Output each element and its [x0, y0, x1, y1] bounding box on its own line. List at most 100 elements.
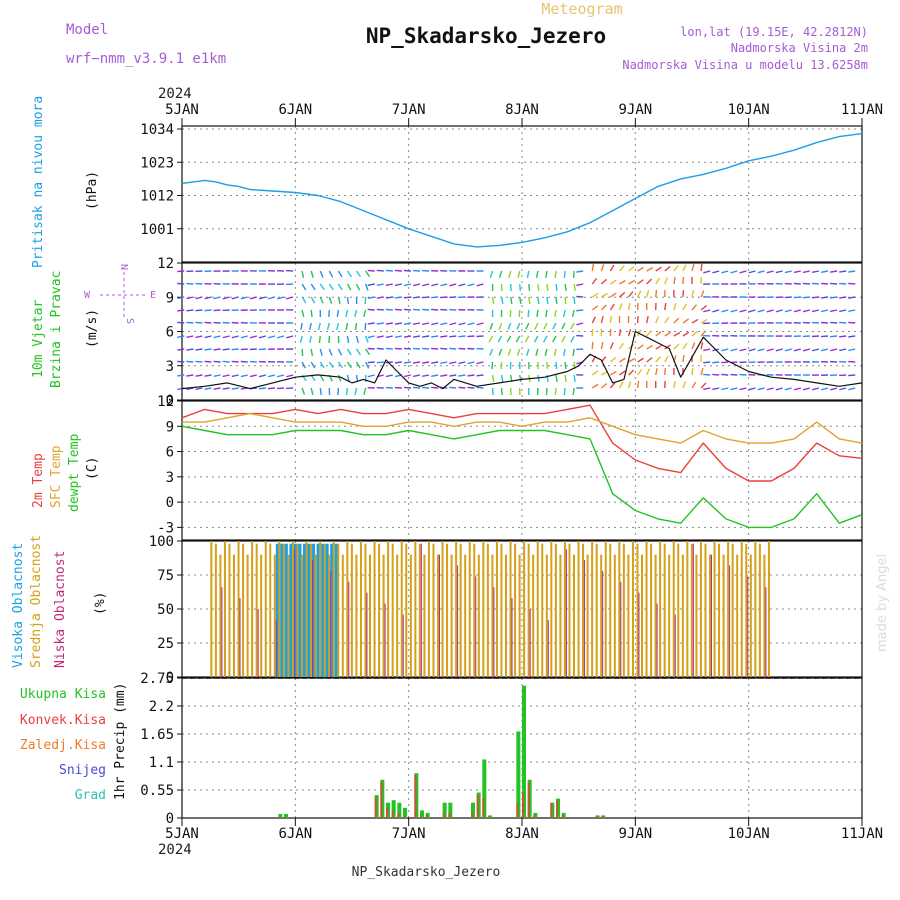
wind-barb	[673, 380, 676, 389]
wind-barb	[700, 263, 703, 272]
high-cloud-bar	[293, 543, 297, 677]
wind-barb	[515, 335, 521, 343]
wind-barb	[213, 296, 221, 300]
wind-barb	[308, 322, 312, 330]
wind-barb	[240, 348, 248, 351]
wind-barb	[500, 296, 504, 305]
wind-barb	[802, 270, 811, 274]
high-cloud-bar	[275, 543, 279, 677]
wind-barb	[231, 360, 239, 363]
legend-convective: Konvek.Kisa	[20, 713, 106, 728]
wind-barb	[195, 387, 203, 391]
wind-barb	[591, 278, 598, 285]
wind-barb	[509, 296, 513, 305]
wind-barb	[440, 335, 448, 338]
wind-barb	[317, 322, 321, 330]
wind-barb	[267, 374, 276, 378]
wind-barb	[422, 386, 430, 389]
wind-barb	[811, 348, 820, 352]
wind-barb	[700, 368, 704, 376]
wind-barb	[563, 270, 566, 279]
wind-barb	[394, 335, 402, 339]
wind-barb	[712, 309, 720, 313]
wind-barb	[757, 270, 765, 274]
wind-barb	[355, 270, 362, 278]
wind-barb	[703, 270, 711, 274]
wind-barb	[318, 335, 321, 344]
wind-barb	[545, 309, 548, 318]
temp-ylabel-2: SFC Temp	[49, 445, 64, 508]
wind-barb	[793, 387, 801, 391]
wind-barb	[267, 335, 276, 339]
wind-barb	[619, 279, 626, 285]
mid-cloud-bar	[663, 543, 666, 677]
wind-barb	[775, 387, 783, 391]
wind-barb	[497, 335, 503, 343]
wind-barb	[591, 292, 599, 298]
convective-precip-bar	[516, 802, 519, 818]
wind-barb	[364, 335, 369, 343]
wind-barb	[535, 270, 539, 279]
wind-barb	[267, 296, 276, 300]
wind-barb	[431, 374, 439, 377]
wind-barb	[554, 309, 557, 318]
wind-barb	[431, 386, 439, 389]
wind-barb	[839, 296, 847, 299]
low-cloud-bar	[638, 592, 640, 677]
wind-barb	[784, 387, 792, 391]
wind-barb	[376, 335, 384, 339]
mid-cloud-bar	[627, 554, 630, 677]
wind-barb	[543, 322, 548, 330]
wind-barb	[355, 348, 361, 356]
wind-barb	[213, 348, 221, 351]
wind-barb	[519, 374, 522, 383]
convective-precip-bar	[420, 815, 422, 818]
total-precip-bar	[522, 685, 526, 818]
wind-barb	[839, 335, 847, 338]
wind-barb	[385, 308, 393, 311]
wind-barb	[440, 296, 448, 299]
wind-barb	[258, 296, 267, 300]
wind-barb	[793, 270, 801, 274]
wind-barb	[367, 361, 375, 364]
wind-barb	[394, 308, 402, 311]
wind-barb	[431, 347, 439, 350]
wind-barb	[458, 386, 466, 389]
mid-cloud-bar	[709, 554, 711, 677]
wind-barb	[328, 361, 334, 369]
mid-cloud-bar	[477, 554, 480, 677]
wind-barb	[300, 322, 303, 331]
wind-barb	[507, 348, 512, 356]
mid-cloud-bar	[654, 554, 657, 677]
wind-barb	[691, 342, 696, 350]
wind-barb	[637, 357, 644, 363]
wind-barb	[793, 282, 801, 285]
wind-barb	[345, 322, 349, 330]
mid-cloud-bar	[613, 554, 616, 677]
bottom-day-label: 9JAN	[618, 826, 652, 842]
wind-barb	[600, 278, 608, 285]
wind-barb	[848, 321, 856, 324]
mid-cloud-bar	[446, 543, 449, 677]
low-cloud-bar	[711, 554, 712, 677]
precip-panel: 0 0.55 1.1 1.65 2.2 2.75	[140, 671, 863, 827]
wind-barb	[186, 348, 194, 351]
wind-barb	[555, 283, 558, 292]
mid-cloud-bar	[373, 541, 376, 677]
pressure-ytick-label: 1034	[140, 122, 174, 138]
mid-cloud-bar	[273, 554, 276, 677]
wind-barb	[310, 296, 316, 304]
mid-cloud-bar	[301, 554, 303, 677]
wind-barb	[177, 270, 185, 273]
wind-barb	[204, 296, 212, 300]
wind-barb	[811, 309, 820, 313]
wind-barb	[422, 296, 430, 299]
total-precip-bar	[278, 813, 283, 818]
convective-precip-bar	[482, 797, 485, 818]
mid-cloud-bar	[409, 554, 412, 677]
wind-barb	[739, 387, 747, 391]
wind-barb	[458, 322, 466, 326]
mid-cloud-bar	[414, 541, 417, 677]
dewpoint-line	[181, 425, 863, 529]
